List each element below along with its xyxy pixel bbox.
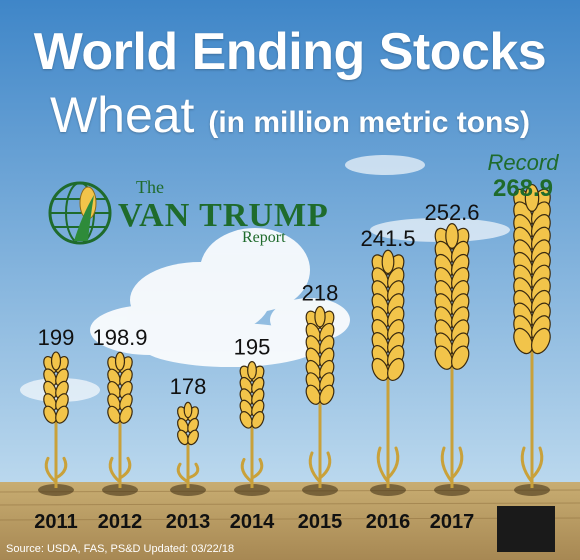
chart-title: World Ending Stocks bbox=[33, 23, 547, 81]
logo-the: The bbox=[136, 177, 164, 197]
projection-label-box bbox=[497, 506, 555, 552]
x-tick-label: 2015 bbox=[298, 511, 343, 533]
x-tick-label: 2017 bbox=[430, 511, 475, 533]
chart-subtitle: Wheat (in million metric tons) bbox=[0, 86, 580, 144]
source-note: Source: USDA, FAS, PS&D Updated: 03/22/1… bbox=[6, 543, 235, 555]
wheat-stalk-bar bbox=[513, 183, 551, 496]
wheat-stalk-bar bbox=[434, 223, 470, 496]
field-texture bbox=[0, 489, 580, 521]
wheat-stalk-bar bbox=[170, 401, 206, 496]
data-label: 178 bbox=[170, 374, 207, 399]
record-label: Record bbox=[487, 150, 559, 175]
logo-report: Report bbox=[242, 229, 286, 246]
data-label: 218 bbox=[302, 281, 339, 306]
x-tick-label: 2014 bbox=[230, 511, 275, 533]
wheat-stalk-bar bbox=[370, 249, 406, 496]
x-tick-label: 2016 bbox=[366, 511, 411, 533]
x-tick-label: 2013 bbox=[166, 511, 211, 533]
x-tick-label: 2012 bbox=[98, 511, 143, 533]
field bbox=[0, 482, 580, 560]
subtitle-units: (in million metric tons) bbox=[208, 106, 531, 139]
wheat-stalk-bar bbox=[302, 305, 338, 496]
x-tick-label: 2011 bbox=[34, 511, 77, 533]
data-label: 199 bbox=[38, 325, 75, 350]
subtitle-main: Wheat bbox=[49, 87, 195, 143]
wheat-stalk-bar bbox=[102, 351, 138, 496]
logo: The VAN TRUMP Report bbox=[44, 175, 334, 250]
wheat-stalk-bar bbox=[38, 351, 74, 496]
data-label: 241.5 bbox=[360, 226, 415, 251]
wheat-stalk-bar bbox=[234, 361, 270, 496]
logo-name: VAN TRUMP bbox=[118, 197, 329, 234]
data-label: 198.9 bbox=[92, 325, 147, 350]
globe-corn-icon bbox=[48, 181, 112, 245]
data-label: 195 bbox=[234, 334, 271, 359]
data-label: 252.6 bbox=[424, 200, 479, 225]
cloud bbox=[90, 228, 350, 367]
record-value: 268.9 bbox=[492, 175, 554, 202]
